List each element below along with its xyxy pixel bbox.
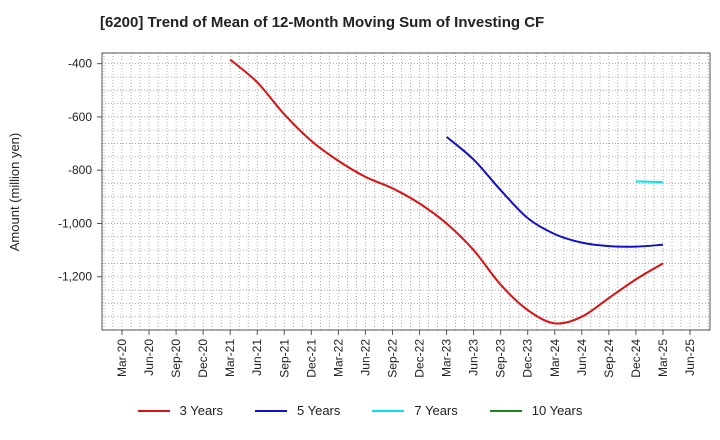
x-tick-label: Mar-22	[331, 339, 345, 377]
series-lines	[229, 58, 664, 325]
x-tick-label: Dec-20	[196, 339, 210, 378]
y-tick-label: -800	[68, 163, 92, 177]
legend-item: 5 Years	[255, 403, 340, 418]
x-tick-label: Jun-24	[575, 339, 589, 376]
x-tick-label: Jun-22	[358, 339, 372, 376]
y-tick-label: -600	[68, 110, 92, 124]
legend-label: 10 Years	[531, 403, 583, 418]
legend-label: 5 Years	[297, 403, 341, 418]
plot-frame	[101, 52, 711, 331]
x-tick-label: Jun-21	[250, 339, 264, 376]
legend-swatch	[255, 409, 287, 412]
y-tick-label: -400	[68, 57, 92, 71]
x-tick-label: Jun-23	[467, 339, 481, 376]
y-axis-label: Amount (million yen)	[7, 133, 22, 252]
y-axis: -400 -600 -800 -1,000 -1,200	[58, 57, 102, 284]
legend-item: 3 Years	[137, 403, 223, 418]
y-tick-label: -1,000	[58, 216, 92, 230]
legend: 3 Years 5 Years 7 Years 10 Years	[0, 403, 720, 418]
x-tick-label: Dec-23	[521, 339, 535, 378]
x-tick-label: Sep-21	[277, 339, 291, 378]
x-tick-label: Mar-21	[223, 339, 237, 377]
x-tick-label: Mar-24	[548, 339, 562, 377]
legend-item: 7 Years	[372, 403, 458, 418]
grid-lines	[102, 53, 710, 330]
x-tick-label: Dec-21	[304, 339, 318, 378]
x-axis: Mar-20 Jun-20 Sep-20 Dec-20 Mar-21 Jun-21 Sep-…	[115, 330, 697, 378]
x-tick-label: Dec-24	[629, 339, 643, 378]
series-line-3-years	[229, 58, 664, 325]
legend-item: 10 Years	[489, 403, 583, 418]
legend-label: 3 Years	[179, 403, 223, 418]
legend-swatch	[137, 409, 170, 412]
x-tick-label: Sep-20	[169, 339, 183, 378]
x-tick-label: Dec-22	[413, 339, 427, 378]
x-tick-label: Jun-25	[683, 339, 697, 376]
x-tick-label: Sep-24	[602, 339, 616, 378]
x-tick-label: Jun-20	[142, 339, 156, 376]
x-tick-label: Sep-22	[385, 339, 399, 378]
series-line-7-years	[635, 180, 663, 184]
x-tick-label: Mar-20	[115, 339, 129, 377]
chart-title: [6200] Trend of Mean of 12-Month Moving …	[100, 14, 545, 31]
plot-area	[102, 53, 710, 330]
x-tick-label: Mar-25	[656, 339, 670, 377]
x-tick-label: Mar-23	[440, 339, 454, 377]
series-line-5-years	[445, 136, 664, 248]
x-tick-label: Sep-23	[494, 339, 508, 378]
legend-swatch	[372, 409, 405, 412]
legend-label: 7 Years	[414, 403, 458, 418]
y-tick-label: -1,200	[58, 270, 92, 284]
legend-swatch	[489, 409, 522, 412]
